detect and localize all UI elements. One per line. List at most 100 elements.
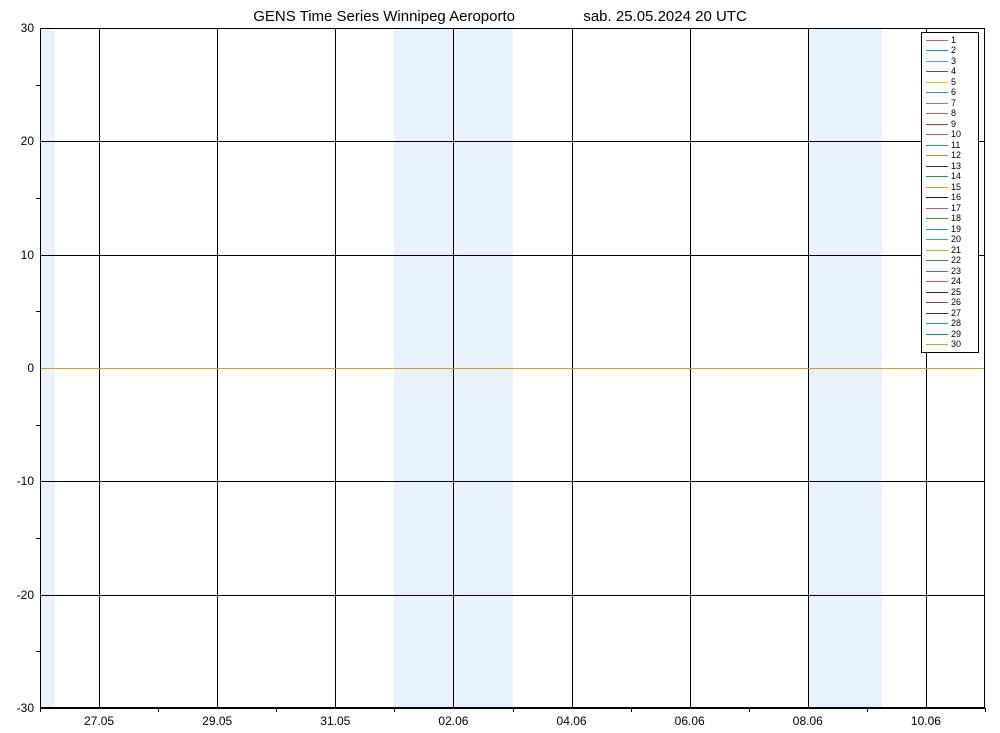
legend-item: 19 (926, 224, 974, 235)
legend-label: 24 (951, 277, 961, 286)
y-axis-minor-tick (36, 651, 40, 652)
legend-swatch (926, 229, 948, 230)
legend-item: 13 (926, 161, 974, 172)
x-axis-tick-label: 10.06 (911, 708, 941, 728)
legend-label: 10 (951, 130, 961, 139)
legend-swatch (926, 166, 948, 167)
legend-label: 14 (951, 172, 961, 181)
chart-plot-area: -30-20-100102030 27.0529.0531.0502.0604.… (40, 28, 985, 708)
legend-item: 2 (926, 46, 974, 57)
legend-item: 24 (926, 277, 974, 288)
legend-label: 30 (951, 340, 961, 349)
legend-label: 21 (951, 246, 961, 255)
x-axis-tick-label: 04.06 (557, 708, 587, 728)
legend-swatch (926, 281, 948, 282)
legend-swatch (926, 187, 948, 188)
legend-label: 1 (951, 36, 956, 45)
x-axis-minor-tick (749, 708, 750, 712)
legend-label: 18 (951, 214, 961, 223)
legend-item: 9 (926, 119, 974, 130)
y-axis-tick-label: -20 (17, 588, 40, 602)
legend-swatch (926, 103, 948, 104)
legend-item: 12 (926, 151, 974, 162)
legend-swatch (926, 302, 948, 303)
legend-label: 17 (951, 204, 961, 213)
legend-swatch (926, 323, 948, 324)
legend-label: 26 (951, 298, 961, 307)
legend-item: 4 (926, 67, 974, 78)
legend-swatch (926, 82, 948, 83)
chart-legend: 1234567891011121314151617181920212223242… (921, 32, 979, 353)
legend-item: 3 (926, 56, 974, 67)
x-axis-minor-tick (985, 708, 986, 712)
legend-label: 6 (951, 88, 956, 97)
legend-swatch (926, 61, 948, 62)
y-axis-tick-label: 10 (21, 248, 40, 262)
legend-swatch (926, 176, 948, 177)
legend-item: 6 (926, 88, 974, 99)
x-axis-tick-label: 27.05 (84, 708, 114, 728)
y-axis-tick-label: -10 (17, 474, 40, 488)
legend-item: 29 (926, 329, 974, 340)
chart-title-right: sab. 25.05.2024 20 UTC (583, 8, 746, 25)
legend-swatch (926, 113, 948, 114)
legend-item: 10 (926, 130, 974, 141)
legend-swatch (926, 92, 948, 93)
x-axis-tick-label: 29.05 (202, 708, 232, 728)
legend-label: 7 (951, 99, 956, 108)
x-axis-minor-tick (513, 708, 514, 712)
legend-swatch (926, 208, 948, 209)
y-axis-minor-tick (36, 538, 40, 539)
legend-label: 8 (951, 109, 956, 118)
y-axis-tick-label: -30 (17, 701, 40, 715)
legend-item: 7 (926, 98, 974, 109)
legend-item: 11 (926, 140, 974, 151)
legend-item: 23 (926, 266, 974, 277)
gridline-horizontal (40, 595, 985, 596)
legend-label: 5 (951, 78, 956, 87)
legend-swatch (926, 197, 948, 198)
legend-label: 25 (951, 288, 961, 297)
legend-swatch (926, 250, 948, 251)
x-axis-tick-label: 02.06 (438, 708, 468, 728)
legend-swatch (926, 239, 948, 240)
legend-item: 21 (926, 245, 974, 256)
legend-label: 16 (951, 193, 961, 202)
y-axis-minor-tick (36, 198, 40, 199)
legend-swatch (926, 50, 948, 51)
legend-label: 28 (951, 319, 961, 328)
legend-label: 12 (951, 151, 961, 160)
legend-swatch (926, 134, 948, 135)
legend-item: 18 (926, 214, 974, 225)
y-axis-minor-tick (36, 425, 40, 426)
legend-swatch (926, 145, 948, 146)
x-axis-minor-tick (867, 708, 868, 712)
x-axis-minor-tick (40, 708, 41, 712)
legend-label: 3 (951, 57, 956, 66)
x-axis-minor-tick (276, 708, 277, 712)
legend-swatch (926, 292, 948, 293)
legend-swatch (926, 334, 948, 335)
legend-label: 15 (951, 183, 961, 192)
x-axis-minor-tick (158, 708, 159, 712)
legend-label: 29 (951, 330, 961, 339)
y-axis-tick-label: 20 (21, 134, 40, 148)
legend-label: 27 (951, 309, 961, 318)
x-axis-tick-label: 06.06 (675, 708, 705, 728)
legend-label: 19 (951, 225, 961, 234)
y-axis-minor-tick (36, 85, 40, 86)
gridline-horizontal (40, 141, 985, 142)
legend-label: 4 (951, 67, 956, 76)
legend-item: 30 (926, 340, 974, 351)
x-axis-tick-label: 31.05 (320, 708, 350, 728)
legend-item: 27 (926, 308, 974, 319)
legend-swatch (926, 344, 948, 345)
legend-swatch (926, 40, 948, 41)
legend-swatch (926, 218, 948, 219)
gridline-horizontal (40, 255, 985, 256)
legend-swatch (926, 155, 948, 156)
legend-item: 26 (926, 298, 974, 309)
y-axis-tick-label: 0 (27, 361, 40, 375)
gridline-horizontal (40, 481, 985, 482)
legend-label: 13 (951, 162, 961, 171)
